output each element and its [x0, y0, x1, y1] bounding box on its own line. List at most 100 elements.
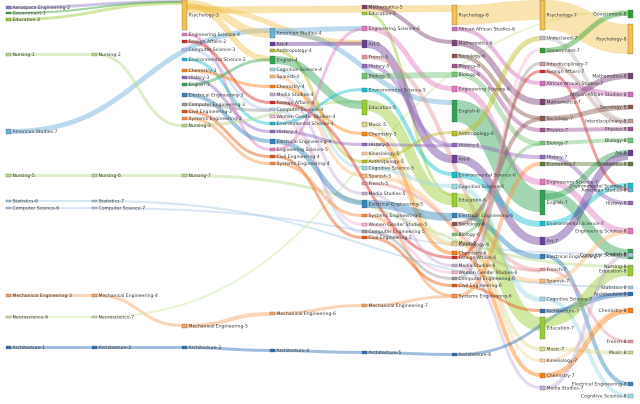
node-english-7[interactable]	[540, 190, 545, 215]
node-mechanical-engineering-4[interactable]	[92, 294, 97, 297]
node-american-studies-8[interactable]	[628, 188, 633, 192]
node-architecture-4[interactable]	[270, 349, 275, 352]
node-spanish-4[interactable]	[270, 75, 275, 78]
node-electrical-engineering-3[interactable]	[182, 93, 187, 97]
node-electrical-engineering-5[interactable]	[362, 200, 367, 208]
node-american-studies-4[interactable]	[270, 28, 275, 38]
node-architecture-7[interactable]	[540, 309, 545, 313]
node-foreign-affairs-4[interactable]	[270, 101, 275, 104]
node-foreign-affairs-6[interactable]	[452, 256, 457, 259]
node-electrical-engineering-4[interactable]	[270, 139, 275, 144]
node-architecture-8[interactable]	[628, 292, 633, 296]
node-chemistry-5[interactable]	[362, 132, 367, 136]
node-civil-engineering-5[interactable]	[362, 236, 367, 239]
node-media-studies-5[interactable]	[362, 192, 367, 195]
node-education-8[interactable]	[628, 266, 633, 276]
node-engineering-science-6[interactable]	[452, 86, 457, 92]
node-mechanical-engineering-6[interactable]	[270, 312, 275, 315]
node-french-8[interactable]	[628, 340, 633, 343]
node-systems-engineering-5[interactable]	[362, 214, 367, 217]
node-art-6[interactable]	[452, 155, 457, 163]
node-african-african-studies-6[interactable]	[452, 27, 457, 31]
node-education-5[interactable]	[362, 12, 367, 15]
node-systems-engineering-6[interactable]	[452, 294, 457, 298]
node-environmental-science-7[interactable]	[540, 221, 545, 226]
node-architecture-5[interactable]	[362, 351, 367, 354]
node-sociology-7[interactable]	[540, 116, 545, 121]
node-cognitive-science-8[interactable]	[628, 394, 633, 398]
node-foreign-affairs-7[interactable]	[540, 70, 545, 73]
node-kinesiology-5[interactable]	[362, 152, 367, 155]
node-engineering-science-4[interactable]	[182, 33, 187, 36]
node-neuroscience-6[interactable]	[6, 316, 11, 318]
node-computer-science-7[interactable]	[92, 207, 97, 209]
node-nursing-5[interactable]	[6, 174, 11, 177]
node-mathematics-6[interactable]	[452, 40, 457, 46]
node-mechanical-engineering-5[interactable]	[182, 324, 187, 328]
node-computer-science-6[interactable]	[6, 207, 11, 209]
node-architecture-2[interactable]	[92, 346, 97, 349]
node-music-8[interactable]	[628, 351, 633, 354]
node-undeclared-7[interactable]	[540, 36, 545, 40]
node-environmental-science-6[interactable]	[452, 172, 457, 178]
node-english-3[interactable]	[182, 83, 187, 86]
node-government-7[interactable]	[540, 48, 545, 53]
node-architecture-6[interactable]	[452, 353, 457, 356]
node-nursing-2[interactable]	[92, 53, 97, 56]
node-history-3[interactable]	[182, 76, 187, 79]
node-computer-engineering-3[interactable]	[182, 103, 187, 106]
node-nursing-6[interactable]	[92, 174, 97, 177]
node-art-8[interactable]	[628, 150, 633, 156]
node-history-6[interactable]	[452, 143, 457, 147]
node-civil-engineering-3[interactable]	[182, 110, 187, 113]
node-psychology-7[interactable]	[540, 0, 545, 30]
node-american-studies-7[interactable]	[6, 129, 11, 134]
node-history-8[interactable]	[628, 201, 633, 205]
node-government-3[interactable]	[6, 12, 11, 14]
node-sociology-6[interactable]	[452, 54, 457, 58]
node-english-4[interactable]	[270, 56, 275, 64]
node-chemistry-7[interactable]	[540, 373, 545, 378]
node-engineering-science-8[interactable]	[628, 228, 633, 234]
node-media-studies-7[interactable]	[540, 386, 545, 390]
node-environmental-science-5[interactable]	[362, 88, 367, 92]
node-french-5[interactable]	[362, 55, 367, 59]
node-government-8[interactable]	[628, 10, 633, 18]
node-mechanical-engineering-3[interactable]	[6, 294, 11, 297]
node-anthropology-4[interactable]	[270, 49, 275, 52]
node-cognitive-science-5[interactable]	[362, 166, 367, 170]
node-chemistry-4[interactable]	[270, 85, 275, 88]
node-computer-science-8[interactable]	[628, 253, 633, 257]
node-nursing-3[interactable]	[182, 124, 187, 127]
node-history-7[interactable]	[540, 155, 545, 159]
node-interdisciplinary-7[interactable]	[540, 62, 545, 66]
node-history-5[interactable]	[362, 143, 367, 146]
node-spanish-7[interactable]	[540, 279, 545, 283]
node-kinesiology-6[interactable]	[452, 243, 457, 246]
node-psychology-3[interactable]	[182, 0, 187, 30]
node-computer-science-3[interactable]	[182, 48, 187, 51]
node-education-7[interactable]	[540, 317, 545, 339]
node-statistics-8[interactable]	[628, 286, 633, 289]
node-african-african-studies-7[interactable]	[540, 81, 545, 86]
node-biology-6[interactable]	[452, 233, 457, 236]
node-chemistry-3[interactable]	[182, 69, 187, 72]
node-biology-6[interactable]	[452, 72, 457, 77]
node-psychology-8[interactable]	[628, 24, 633, 54]
node-women-gender-studies-5[interactable]	[362, 223, 367, 226]
node-mathematics-8[interactable]	[628, 73, 633, 79]
node-french-5[interactable]	[362, 182, 367, 185]
node-physics-7[interactable]	[540, 128, 545, 132]
node-computer-engineering-6[interactable]	[452, 277, 457, 280]
node-chemistry-8[interactable]	[628, 308, 633, 313]
node-english-6[interactable]	[452, 100, 457, 122]
node-psychology-6[interactable]	[452, 5, 457, 25]
node-biology-8[interactable]	[628, 138, 633, 143]
node-music-5[interactable]	[362, 122, 367, 127]
node-mathematics-7[interactable]	[540, 99, 545, 105]
node-neuroscience-7[interactable]	[92, 316, 97, 318]
node-environmental-science-4[interactable]	[270, 122, 275, 125]
node-cognitive-science-4[interactable]	[270, 68, 275, 71]
node-biology-5[interactable]	[362, 73, 367, 79]
node-anthropology-5[interactable]	[362, 160, 367, 163]
